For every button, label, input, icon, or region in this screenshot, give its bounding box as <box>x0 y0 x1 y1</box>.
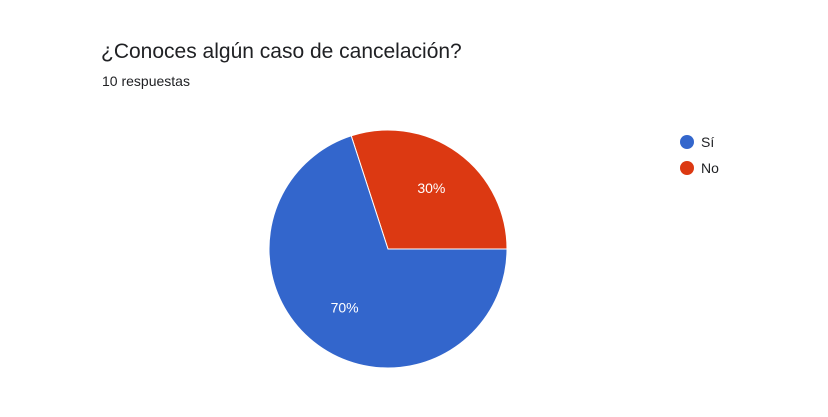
legend-label-no: No <box>701 160 719 176</box>
chart-title: ¿Conoces algún caso de cancelación? <box>101 40 462 63</box>
legend-item-no[interactable]: No <box>680 155 719 181</box>
pie-slice-si[interactable] <box>268 135 508 369</box>
pie-slice-no[interactable] <box>350 129 508 250</box>
legend-swatch-no <box>680 161 694 175</box>
slice-label-no: 30% <box>417 180 445 196</box>
legend-item-si[interactable]: Sí <box>680 129 719 155</box>
chart-legend: Sí No <box>680 129 719 181</box>
slice-label-si: 70% <box>331 299 359 315</box>
response-count: 10 respuestas <box>102 73 190 89</box>
legend-swatch-si <box>680 135 694 149</box>
legend-label-si: Sí <box>701 134 715 150</box>
